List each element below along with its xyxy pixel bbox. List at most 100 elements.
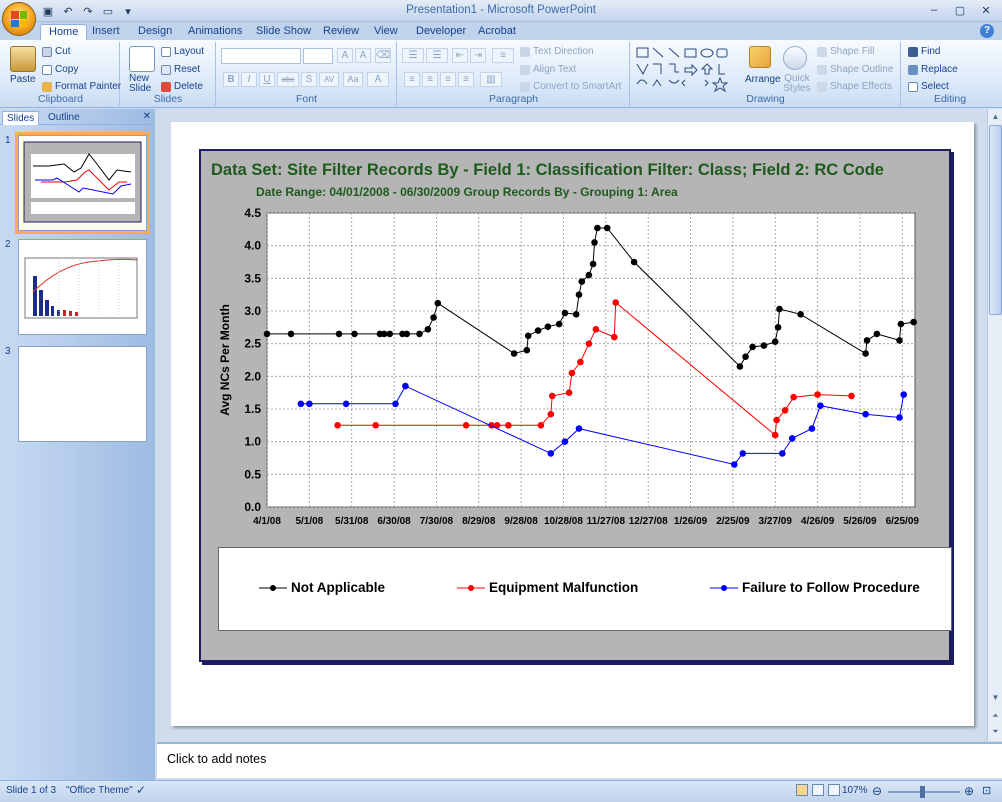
data-point [578,278,586,285]
data-point [548,392,556,400]
shadow-button[interactable]: S [301,72,317,87]
chart-object[interactable]: Data Set: Site Filter Records By - Field… [199,149,952,662]
bullets-button[interactable]: ☰ [402,48,424,63]
tab-developer[interactable]: Developer [416,25,467,37]
zoom-in-icon[interactable]: ⊕ [964,784,975,798]
select-button[interactable]: Select [908,81,949,92]
tab-home[interactable]: Home [40,24,88,40]
close-pane-icon[interactable]: ✕ [142,111,151,122]
justify-button[interactable]: ≡ [458,72,474,87]
tab-animations[interactable]: Animations [188,25,243,37]
grow-font-button[interactable]: A [337,48,353,63]
undo-icon[interactable]: ↶ [63,5,73,18]
columns-button[interactable]: ▥ [480,72,502,87]
arrange-button[interactable]: Arrange [745,74,781,85]
data-point [335,330,343,338]
drawing-group: Arrange Quick Styles Shape Fill Shape Ou… [631,42,901,106]
slides-group: New Slide Layout Reset Delete Slides [121,42,216,106]
data-point [523,346,531,354]
convert-smartart-button[interactable]: Convert to SmartArt [520,81,621,92]
tab-outline[interactable]: Outline [48,112,80,123]
vertical-scrollbar[interactable]: ▲ ▼ ⏶ ⏷ [987,109,1002,741]
redo-icon[interactable]: ↷ [83,5,93,18]
minimize-button[interactable]: – [930,4,938,16]
slide-canvas[interactable]: Data Set: Site Filter Records By - Field… [171,122,974,726]
slide-sorter-icon[interactable] [812,784,824,796]
delete-button[interactable]: Delete [161,81,203,92]
font-color-button[interactable]: A [367,72,389,87]
align-text-button[interactable]: Align Text [520,64,576,75]
slide-show-icon[interactable] [828,784,840,796]
cut-button[interactable]: Cut [42,46,71,57]
y-tick-label: 3.5 [244,271,261,285]
next-slide-icon[interactable]: ⏷ [992,727,999,736]
close-button[interactable]: ✕ [981,4,991,17]
reset-button[interactable]: Reset [161,64,200,75]
tab-acrobat[interactable]: Acrobat [478,25,516,37]
shape-effects-button[interactable]: Shape Effects [817,81,892,92]
bold-button[interactable]: B [223,72,239,87]
data-point [773,416,780,424]
data-point [547,410,555,418]
data-point [900,391,907,398]
maximize-button[interactable]: ▢ [954,4,966,17]
help-icon[interactable]: ? [980,24,994,38]
normal-view-icon[interactable] [796,784,808,796]
zoom-slider-thumb[interactable] [920,786,925,798]
legend-marker-equipment-malfunction [457,584,485,591]
layout-button[interactable]: Layout [161,46,204,57]
data-point [537,422,545,429]
tab-slides[interactable]: Slides [2,111,40,125]
shrink-font-button[interactable]: A [355,48,371,63]
find-button[interactable]: Find [908,46,940,57]
previous-slide-icon[interactable]: ⏶ [992,711,999,720]
line-spacing-button[interactable]: ≡ [492,48,514,63]
fit-to-window-icon[interactable]: ⊡ [982,785,992,797]
slide-view-icon[interactable]: ▭ [102,5,114,18]
copy-button[interactable]: Copy [42,64,78,75]
format-painter-button[interactable]: Format Painter [42,81,121,92]
font-name-combo[interactable] [221,48,301,64]
italic-button[interactable]: I [241,72,257,87]
decrease-indent-button[interactable]: ⇤ [452,48,468,63]
shapes-gallery[interactable] [635,46,739,94]
paste-button[interactable]: Paste [10,74,36,85]
replace-button[interactable]: Replace [908,64,958,75]
notes-pane[interactable]: Click to add notes [157,742,1002,778]
save-icon[interactable]: ▣ [42,5,54,18]
tab-slide-show[interactable]: Slide Show [256,25,312,37]
text-direction-button[interactable]: Text Direction [520,46,594,57]
quick-styles-button[interactable]: Quick Styles [783,73,811,94]
new-slide-button[interactable]: New Slide [129,73,152,94]
tab-insert[interactable]: Insert [92,25,120,37]
scrollbar-thumb[interactable] [989,125,1002,315]
align-right-button[interactable]: ≡ [440,72,456,87]
underline-button[interactable]: U [259,72,275,87]
strikethrough-button[interactable]: abc [277,72,299,87]
increase-indent-button[interactable]: ⇥ [470,48,486,63]
spell-check-icon[interactable]: ✓ [136,783,147,797]
x-tick-label: 7/30/08 [420,516,454,527]
tab-design[interactable]: Design [138,25,173,37]
x-tick-label: 6/30/08 [377,516,411,527]
customize-icon[interactable]: ▾ [125,5,131,18]
spacing-button[interactable]: AV [319,72,339,87]
zoom-out-icon[interactable]: ⊖ [872,784,883,798]
numbering-button[interactable]: ☰ [426,48,448,63]
align-left-button[interactable]: ≡ [404,72,420,87]
clear-format-button[interactable]: ⌫ [375,48,391,63]
shape-fill-button[interactable]: Shape Fill [817,46,874,57]
scroll-up-icon[interactable]: ▲ [991,112,1000,121]
tab-view[interactable]: View [374,25,398,37]
data-point [372,422,379,429]
scroll-down-icon[interactable]: ▼ [991,693,1000,702]
font-size-combo[interactable] [303,48,333,64]
change-case-button[interactable]: Aa [343,72,363,87]
shape-outline-button[interactable]: Shape Outline [817,64,893,75]
zoom-level[interactable]: 107% [842,785,868,796]
align-center-button[interactable]: ≡ [422,72,438,87]
y-tick-label: 2.0 [244,369,261,383]
office-button[interactable] [2,2,36,36]
tab-review[interactable]: Review [323,25,360,37]
slide-counter: Slide 1 of 3 [6,785,57,796]
